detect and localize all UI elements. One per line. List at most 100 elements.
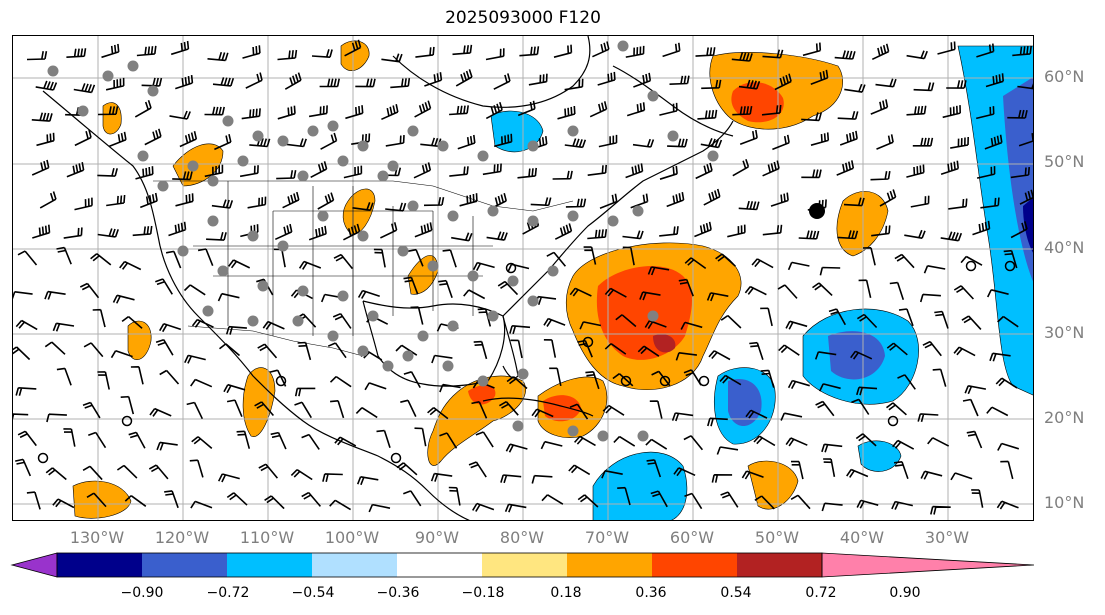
wind-barb [695, 162, 713, 180]
wind-barb [644, 319, 667, 330]
wind-barb [56, 367, 72, 386]
wind-barb [790, 494, 811, 510]
wind-barb [821, 502, 843, 512]
wind-barb [715, 253, 736, 267]
wind-barb [1018, 133, 1033, 147]
wind-barb [457, 134, 476, 150]
station-dot [357, 230, 369, 242]
wind-barb [63, 227, 83, 239]
wind-barb [1007, 109, 1028, 119]
wind-barb [88, 431, 107, 449]
wind-barb [986, 406, 1009, 417]
calm-circle [965, 260, 977, 272]
wind-barb [565, 198, 587, 208]
anomaly-region-south-atlantic [747, 460, 799, 510]
station-dot [387, 160, 399, 172]
station-dot [527, 295, 539, 307]
station-dot [567, 125, 579, 137]
wind-barb [604, 343, 627, 355]
wind-barb [821, 443, 843, 453]
wind-barb [669, 75, 690, 85]
station-dot [632, 205, 644, 217]
wind-barb [774, 73, 792, 91]
wind-barb [732, 158, 750, 177]
colorbar-tick-036: 0.36 [635, 585, 667, 601]
wind-barb [106, 194, 126, 207]
wind-barb [169, 110, 191, 120]
wind-barb [684, 257, 707, 270]
map-canvas [13, 36, 1033, 520]
wind-barb [276, 170, 297, 180]
wind-barb [802, 42, 822, 57]
station-dot [207, 175, 219, 187]
wind-barb [997, 442, 1020, 451]
wind-barb [298, 260, 322, 270]
wind-barb [659, 102, 678, 116]
wind-barb [112, 294, 135, 304]
colorbar-tick-neg018: −0.18 [461, 585, 505, 601]
wind-barb [720, 314, 742, 329]
station-dot [397, 245, 409, 257]
calm-circle [620, 375, 632, 387]
wind-barb [327, 342, 347, 359]
wind-barb [403, 490, 422, 507]
wind-barb [633, 72, 652, 88]
wind-barb [615, 314, 637, 328]
colorbar-tick-neg072: −0.72 [206, 585, 250, 601]
wind-barb [585, 371, 600, 390]
wind-barb [700, 137, 723, 149]
wind-barb [226, 492, 248, 506]
anomaly-region-caribbean-south-neg [592, 451, 688, 520]
station-dot [517, 368, 529, 380]
wind-barb [330, 400, 345, 419]
calm-circle [582, 336, 594, 348]
wind-barb [509, 325, 531, 335]
wind-barb [927, 437, 950, 447]
wind-barb [812, 282, 833, 296]
wind-barb [604, 287, 627, 298]
wind-barb [504, 503, 527, 513]
wind-barb [228, 259, 251, 269]
wind-barb [662, 42, 681, 58]
wind-barb [414, 100, 432, 118]
wind-barb [400, 399, 417, 417]
wind-barb [489, 192, 507, 210]
wind-barb [493, 133, 513, 148]
wind-barb [56, 246, 72, 265]
wind-barb [79, 282, 100, 299]
wind-barb [625, 163, 644, 179]
wind-barb [946, 80, 967, 89]
wind-barb [762, 160, 780, 177]
wind-barb [297, 341, 312, 361]
colorbar-extend-low [10, 552, 58, 578]
wind-barb [356, 476, 379, 486]
wind-barb [124, 495, 147, 507]
wind-barb [649, 400, 663, 419]
lat-label-30n: 30°N [1044, 323, 1085, 342]
wind-barb [574, 435, 596, 447]
wind-barb [245, 72, 263, 89]
wind-barb [285, 138, 307, 148]
wind-barb [395, 344, 418, 356]
wind-barb [206, 231, 227, 241]
wind-barb [790, 460, 804, 480]
wind-barb [597, 71, 616, 86]
wind-barb [961, 315, 982, 330]
wind-barb [744, 285, 767, 296]
wind-barb [745, 409, 768, 419]
wind-barb [546, 251, 567, 267]
wind-barb [517, 100, 536, 117]
wind-barb [239, 165, 259, 178]
station-dot [102, 70, 114, 82]
wind-barb [871, 225, 891, 237]
wind-barb-layer [13, 39, 1033, 515]
wind-barb [226, 399, 243, 418]
wind-barb [976, 43, 995, 58]
wind-barb [706, 292, 729, 302]
wind-barb [32, 224, 51, 239]
wind-barb [170, 40, 190, 56]
wind-barb [645, 438, 668, 450]
wind-barb [694, 221, 712, 238]
lon-label-50w: 50°W [754, 528, 800, 547]
station-dot [567, 425, 579, 437]
